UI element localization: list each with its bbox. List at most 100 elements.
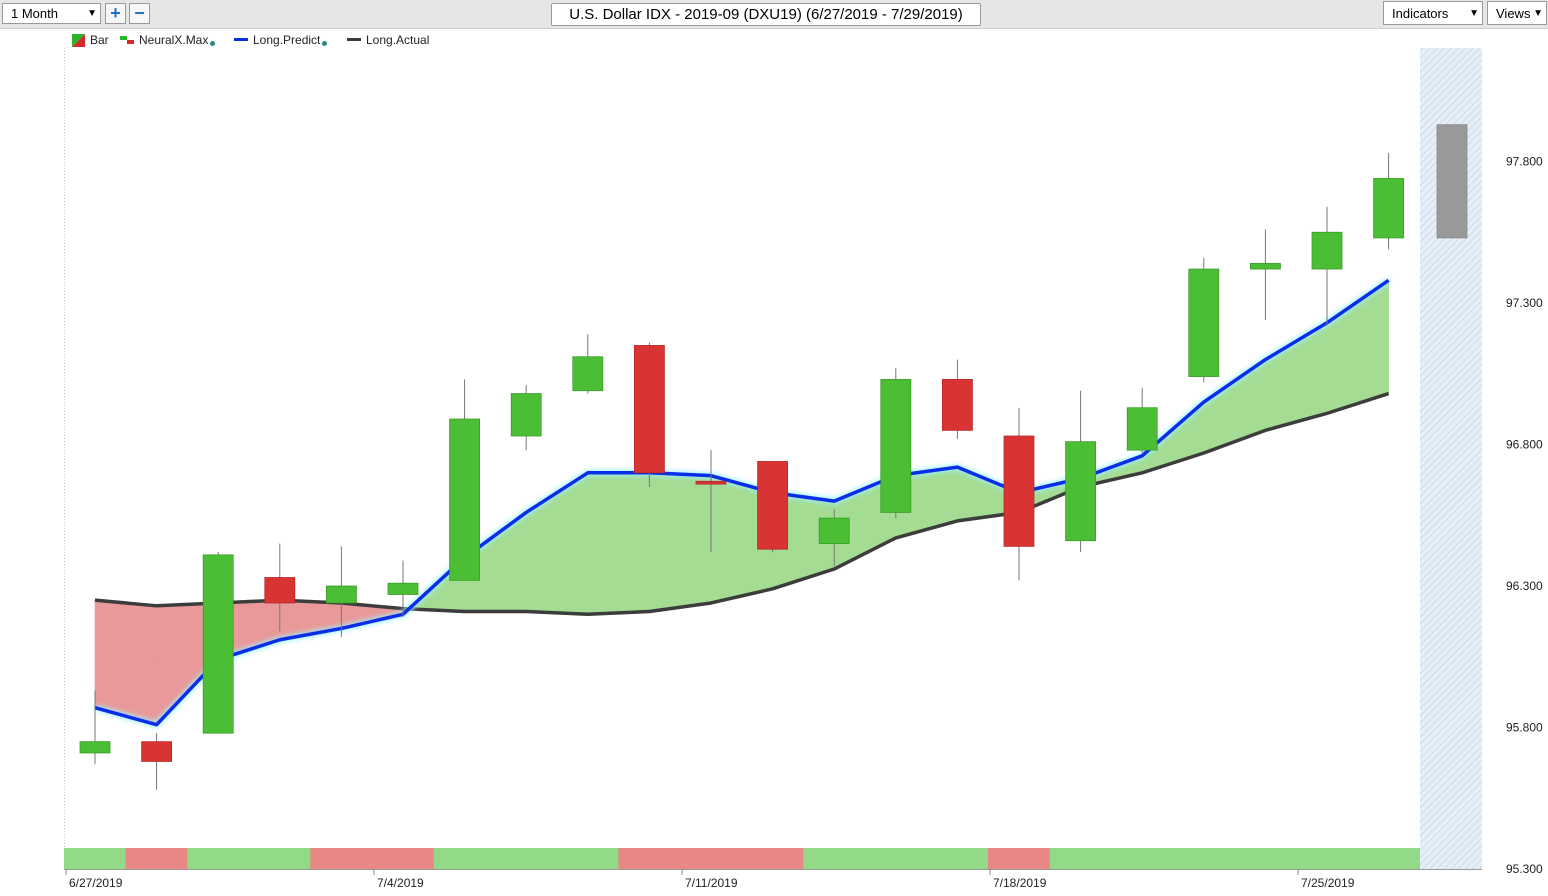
- candlestick: [1126, 387, 1158, 453]
- line-icon: [234, 38, 248, 41]
- candlestick: [325, 546, 357, 637]
- spread-fill-area: [94, 599, 157, 726]
- y-tick-label: 96.300: [1506, 579, 1543, 593]
- neuralx-strip-cell: [680, 848, 743, 869]
- candle-body-up: [202, 554, 234, 734]
- x-tick-label: 6/27/2019: [69, 876, 123, 890]
- candle-body-up: [449, 418, 481, 581]
- candle-body-up: [818, 517, 850, 544]
- candlestick: [634, 342, 665, 487]
- neuralx-strip-cell: [556, 848, 619, 869]
- neuralx-strip-cell: [248, 848, 311, 869]
- candle-body-up: [387, 582, 419, 595]
- neuralx-strip-cell: [125, 848, 188, 869]
- candlestick: [1065, 390, 1096, 553]
- candle-body-up: [1188, 268, 1220, 377]
- candlestick: [1188, 257, 1220, 383]
- neuralx-strip-cell: [495, 848, 558, 869]
- neuralx-strip-cell: [618, 848, 681, 869]
- candlestick: [880, 368, 912, 519]
- status-dot-icon: [210, 41, 215, 46]
- candle-body-up: [1250, 262, 1281, 270]
- candle-body-down: [942, 379, 973, 431]
- candlestick: [572, 334, 604, 394]
- toolbar: 1 Month ▼ + − U.S. Dollar IDX - 2019-09 …: [0, 0, 1548, 29]
- zoom-in-button[interactable]: +: [105, 3, 126, 24]
- spread-fill-area: [587, 472, 650, 615]
- chevron-down-icon: ▼: [1469, 8, 1479, 19]
- candle-body-up: [880, 379, 912, 513]
- neuralx-strip-cell: [433, 848, 496, 869]
- views-label: Views: [1496, 6, 1531, 21]
- candlestick: [757, 461, 788, 553]
- neuralx-strip-cell: [1234, 848, 1297, 869]
- candlestick: [942, 359, 973, 439]
- legend-label: NeuralX.Max: [139, 33, 209, 47]
- long-actual-line: [94, 391, 1390, 617]
- candlestick: [1373, 153, 1404, 250]
- candlestick: [449, 379, 481, 581]
- zoom-out-button[interactable]: −: [129, 3, 150, 24]
- period-dropdown[interactable]: 1 Month ▼: [2, 3, 101, 24]
- candlestick: [387, 560, 419, 618]
- long-predict-line: [94, 278, 1390, 727]
- y-tick-label: 97.800: [1506, 155, 1543, 169]
- legend-label: Long.Actual: [366, 33, 430, 47]
- candlestick: [79, 690, 111, 765]
- neuralx-strip-cell: [926, 848, 989, 869]
- legend-label: Bar: [90, 33, 109, 47]
- chart-title: U.S. Dollar IDX - 2019-09 (DXU19) (6/27/…: [551, 3, 981, 26]
- neuralx-icon: [120, 36, 134, 44]
- neuralx-strip-cell: [187, 848, 250, 869]
- candle-body-down: [264, 577, 296, 604]
- period-label: 1 Month: [11, 6, 58, 21]
- candle-body-down: [757, 461, 788, 550]
- forecast-bar: [1436, 124, 1468, 239]
- neuralx-strip-cell: [64, 848, 127, 869]
- y-tick-label: 95.800: [1506, 721, 1543, 735]
- candle-body-down: [141, 741, 173, 762]
- candle-body-up: [1065, 441, 1096, 542]
- neuralx-strip-cell: [741, 848, 804, 869]
- candle-body-up: [510, 393, 542, 437]
- status-dot-icon: [322, 41, 327, 46]
- candle-body-up: [325, 585, 357, 604]
- neuralx-strip-cell: [372, 848, 435, 869]
- chevron-down-icon: ▼: [87, 8, 97, 19]
- y-tick-label: 95.300: [1506, 862, 1543, 876]
- candlestick: [264, 543, 296, 632]
- candlestick: [818, 509, 850, 567]
- y-tick-label: 97.300: [1506, 296, 1543, 310]
- x-tick-label: 7/11/2019: [685, 876, 738, 890]
- neuralx-strip-cell: [864, 848, 927, 869]
- candlestick: [1311, 206, 1343, 326]
- candlestick: [1250, 229, 1281, 320]
- neuralx-strip-cell: [803, 848, 866, 869]
- neuralx-strip-cell: [1111, 848, 1174, 869]
- views-dropdown[interactable]: Views ▼: [1487, 1, 1547, 25]
- candlestick: [141, 733, 173, 790]
- candle-body-up: [1373, 178, 1404, 239]
- neuralx-strip-cell: [1172, 848, 1235, 869]
- x-tick-label: 7/4/2019: [377, 876, 424, 890]
- x-tick-label: 7/25/2019: [1301, 876, 1355, 890]
- y-tick-label: 96.800: [1506, 438, 1543, 452]
- chevron-down-icon: ▼: [1533, 8, 1543, 19]
- candle-body-up: [572, 356, 604, 392]
- candlestick: [202, 552, 234, 734]
- neuralx-strip-cell: [1049, 848, 1112, 869]
- line-icon: [347, 38, 361, 41]
- candle-body-down: [695, 480, 727, 485]
- neuralx-strip-cell: [1357, 848, 1420, 869]
- x-tick-label: 7/18/2019: [993, 876, 1047, 890]
- legend-label: Long.Predict: [253, 33, 321, 47]
- bar-icon: [72, 34, 85, 47]
- candlestick: [510, 385, 542, 451]
- candle-body-up: [1126, 407, 1158, 451]
- neuralx-strip-cell: [310, 848, 373, 869]
- indicators-dropdown[interactable]: Indicators ▼: [1383, 1, 1483, 25]
- candle-body-down: [634, 345, 665, 474]
- candlestick: [1003, 407, 1035, 581]
- indicators-label: Indicators: [1392, 6, 1449, 21]
